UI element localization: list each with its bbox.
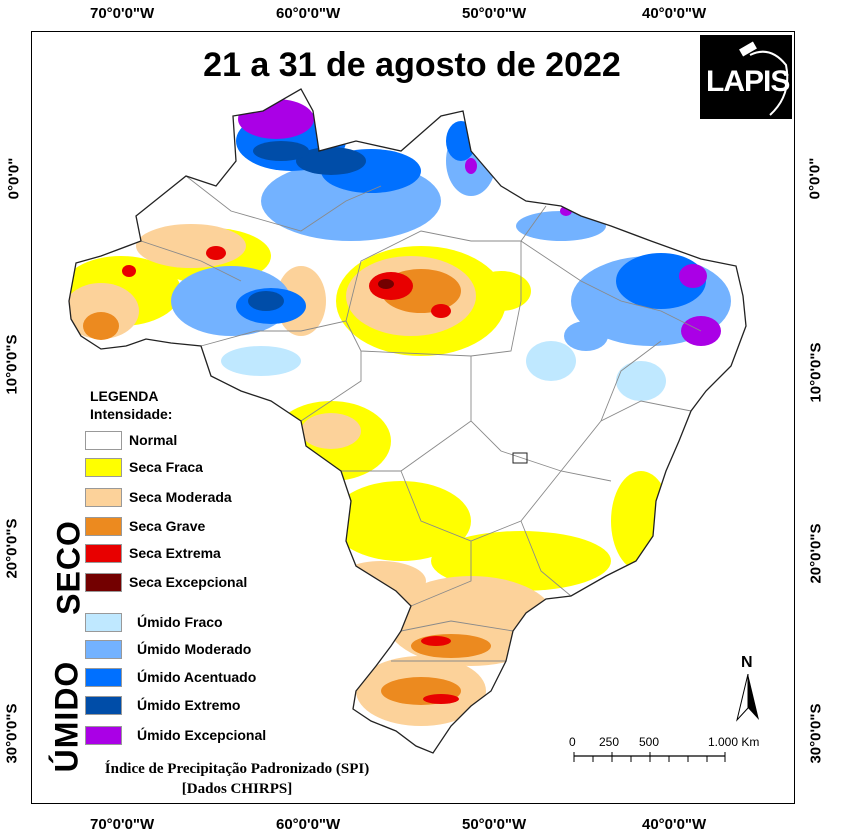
- legend-swatch: [85, 668, 122, 687]
- tick-right-20s: 20°0'0"S: [807, 523, 825, 584]
- legend-label: Úmido Moderado: [137, 641, 252, 657]
- tick-bottom-50w: 50°0'0"W: [462, 816, 527, 833]
- north-arrow-icon: [736, 674, 759, 722]
- tick-right-0: 0°0'0": [806, 157, 824, 200]
- north-label: N: [741, 654, 753, 671]
- tick-top-40w: 40°0'0"W: [642, 5, 707, 22]
- legend-group-wet: ÚMIDO: [48, 660, 85, 773]
- tick-bottom-40w: 40°0'0"W: [642, 816, 707, 833]
- legend-swatch: [85, 488, 122, 507]
- map-frame: 21 a 31 de agosto de 2022 LAPIS LEGENDA …: [31, 31, 795, 804]
- legend-header: LEGENDA: [90, 388, 159, 404]
- legend-swatch: [85, 613, 122, 632]
- legend-label: Úmido Acentuado: [137, 669, 257, 685]
- legend-label: Seca Extrema: [129, 545, 221, 561]
- tick-right-30s: 30°0'0"S: [807, 703, 825, 764]
- caption-source: [Dados CHIRPS]: [181, 781, 293, 797]
- legend-label: Úmido Fraco: [137, 614, 223, 630]
- legend-label: Seca Excepcional: [129, 574, 248, 590]
- legend-swatch: [85, 696, 122, 715]
- tick-left-30s: 30°0'0"S: [3, 703, 21, 764]
- legend-label: Seca Moderada: [129, 489, 232, 505]
- legend-label: Úmido Extremo: [137, 697, 241, 713]
- tick-top-50w: 50°0'0"W: [462, 5, 527, 22]
- legend-swatch: [85, 517, 122, 536]
- legend-group-dry: SECO: [50, 520, 87, 615]
- brazil-spi-map: [68, 88, 747, 754]
- tick-top-60w: 60°0'0"W: [276, 5, 341, 22]
- legend-label: Seca Fraca: [129, 459, 203, 475]
- legend-swatch: [85, 431, 122, 450]
- legend-subheader: Intensidade:: [90, 406, 173, 422]
- legend-swatch: [85, 726, 122, 745]
- tick-left-0: 0°0'0": [5, 157, 23, 200]
- legend-swatch: [85, 640, 122, 659]
- tick-right-10s: 10°0'0"S: [807, 342, 825, 403]
- tick-left-10s: 10°0'0"S: [3, 334, 21, 395]
- seca-excepcional-areas: [378, 279, 394, 289]
- legend-label: Úmido Excepcional: [137, 727, 267, 743]
- legend-swatch: [85, 573, 122, 592]
- tick-bottom-70w: 70°0'0"W: [90, 816, 155, 833]
- satellite-icon: [739, 41, 789, 116]
- federal-district: [512, 452, 528, 464]
- legend-label: Seca Grave: [129, 518, 206, 534]
- scale-label: 1.000 Km: [708, 735, 760, 749]
- scale-label: 500: [639, 735, 660, 749]
- scale-bar-graphic: [573, 752, 726, 762]
- tick-left-20s: 20°0'0"S: [3, 518, 21, 579]
- scale-label: 0: [569, 735, 576, 749]
- map-title: 21 a 31 de agosto de 2022: [203, 46, 621, 84]
- state-boundaries: [140, 175, 702, 662]
- umido-extremo-areas: [248, 141, 366, 311]
- legend-swatch: [85, 544, 122, 563]
- legend-swatch: [85, 458, 122, 477]
- lapis-logo: LAPIS: [700, 35, 792, 119]
- legend-label: Normal: [129, 432, 178, 448]
- logo-text: LAPIS: [706, 65, 790, 98]
- scale-label: 250: [599, 735, 620, 749]
- tick-bottom-60w: 60°0'0"W: [276, 816, 341, 833]
- spi-classes: [69, 99, 731, 726]
- tick-top-70w: 70°0'0"W: [90, 5, 155, 22]
- umido-fraco-areas: [221, 341, 666, 401]
- caption-index: Índice de Precipitação Padronizado (SPI): [104, 761, 370, 777]
